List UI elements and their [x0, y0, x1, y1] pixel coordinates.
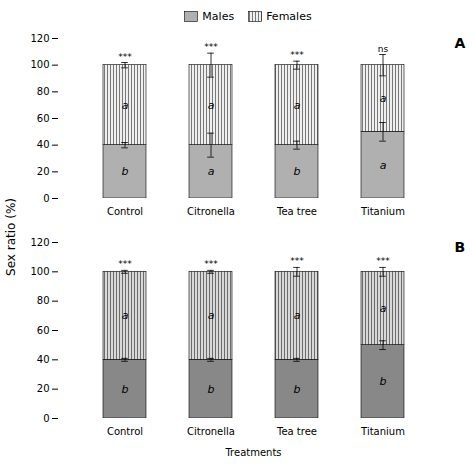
svg-text:A: A: [455, 35, 466, 51]
svg-text:Tea tree: Tea tree: [276, 426, 317, 437]
svg-text:a: a: [380, 92, 387, 105]
svg-text:Citronella: Citronella: [187, 206, 235, 217]
svg-text:a: a: [208, 309, 215, 322]
svg-text:***: ***: [290, 256, 304, 266]
svg-text:b: b: [294, 165, 301, 178]
html-text:Females: Females: [266, 9, 312, 23]
svg-text:Treatments: Treatments: [224, 447, 281, 458]
svg-text:100: 100: [30, 266, 49, 277]
svg-text:a: a: [380, 159, 387, 172]
svg-text:***: ***: [118, 52, 132, 62]
svg-text:120: 120: [30, 237, 49, 248]
html-text:Sex ratio (%): Sex ratio (%): [4, 198, 18, 276]
svg-text:b: b: [380, 375, 387, 388]
svg-text:***: ***: [290, 50, 304, 60]
svg-text:a: a: [208, 99, 215, 112]
svg-text:a: a: [122, 309, 129, 322]
svg-text:80: 80: [37, 295, 50, 306]
svg-text:***: ***: [118, 259, 132, 269]
svg-text:b: b: [208, 383, 215, 396]
svg-text:Tea tree: Tea tree: [276, 206, 317, 217]
svg-text:a: a: [294, 309, 301, 322]
svg-text:Titanium: Titanium: [360, 426, 405, 437]
svg-text:a: a: [294, 99, 301, 112]
svg-text:Control: Control: [107, 426, 143, 437]
svg-text:0: 0: [43, 193, 49, 204]
svg-text:20: 20: [37, 166, 50, 177]
svg-text:ns: ns: [378, 44, 389, 54]
svg-text:***: ***: [204, 259, 218, 269]
svg-text:B: B: [455, 239, 466, 255]
svg-text:***: ***: [376, 256, 390, 266]
svg-text:a: a: [122, 99, 129, 112]
svg-text:a: a: [380, 302, 387, 315]
svg-text:60: 60: [37, 113, 50, 124]
svg-text:***: ***: [204, 42, 218, 52]
svg-text:a: a: [208, 165, 215, 178]
svg-text:60: 60: [37, 325, 50, 336]
svg-text:Control: Control: [107, 206, 143, 217]
svg-text:100: 100: [30, 59, 49, 70]
svg-text:b: b: [122, 383, 129, 396]
svg-text:20: 20: [37, 383, 50, 394]
svg-text:Titanium: Titanium: [360, 206, 405, 217]
html-text:Males: Males: [202, 9, 235, 23]
svg-text:b: b: [122, 165, 129, 178]
svg-text:40: 40: [37, 354, 50, 365]
svg-text:0: 0: [43, 413, 49, 424]
svg-text:b: b: [294, 383, 301, 396]
svg-text:120: 120: [30, 33, 49, 44]
svg-text:80: 80: [37, 86, 50, 97]
svg-text:40: 40: [37, 139, 50, 150]
svg-text:Citronella: Citronella: [187, 426, 235, 437]
